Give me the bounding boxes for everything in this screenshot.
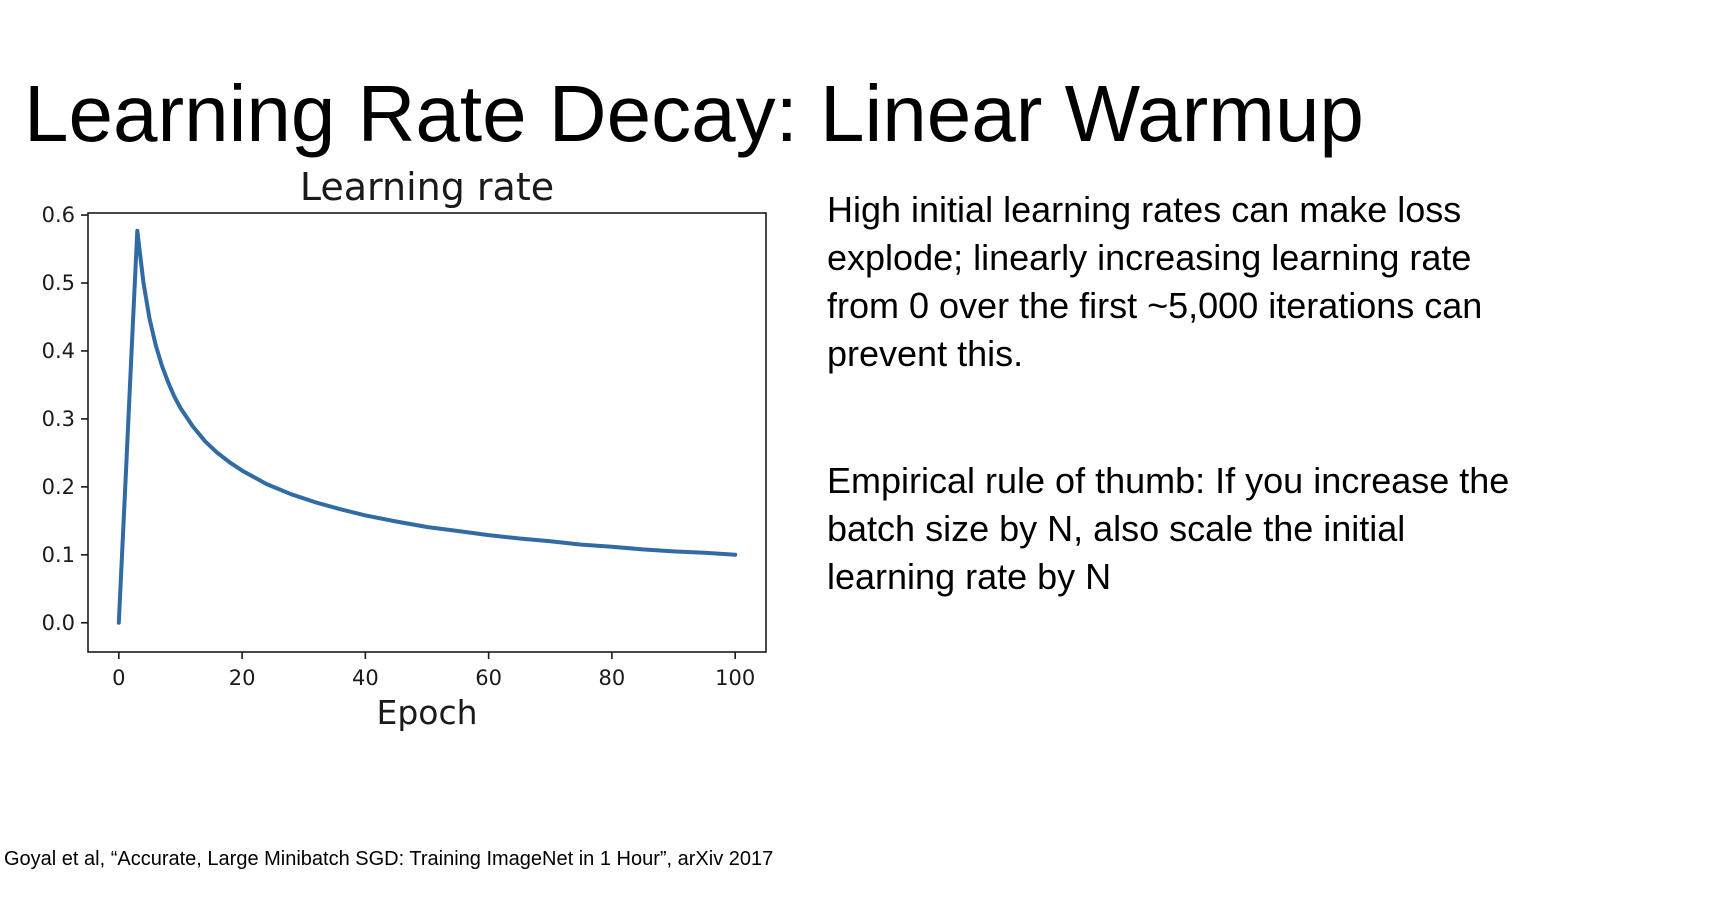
y-tick-label-4: 0.4 — [42, 339, 75, 363]
plot-frame — [87, 212, 767, 653]
page-title: Learning Rate Decay: Linear Warmup — [24, 68, 1364, 158]
x-tick-label-3: 60 — [475, 666, 502, 690]
y-tick-label-3: 0.3 — [42, 407, 75, 431]
x-tick-label-4: 80 — [599, 666, 626, 690]
learning-rate-chart: 0 20 40 60 80 100 0.0 0.1 0.2 0.3 0.4 0.5 0.6 Learnin… — [42, 165, 767, 732]
x-tick-label-1: 20 — [229, 666, 256, 690]
learning-rate-figure: 0 20 40 60 80 100 0.0 0.1 0.2 0.3 0.4 0.5 0.6 Learnin… — [35, 148, 775, 738]
y-tick-label-6: 0.6 — [42, 203, 75, 227]
x-tick-label-2: 40 — [352, 666, 379, 690]
y-tick-label-1: 0.1 — [42, 543, 75, 567]
body-text-column: High initial learning rates can make los… — [827, 186, 1627, 601]
x-tick-label-0: 0 — [112, 666, 125, 690]
body-paragraph-rule-of-thumb: Empirical rule of thumb: If you increase… — [827, 460, 1510, 597]
learning-rate-line — [116, 228, 738, 625]
y-tick-label-5: 0.5 — [42, 271, 75, 295]
y-tick-label-0: 0.0 — [42, 611, 75, 635]
chart-title: Learning rate — [300, 165, 554, 209]
y-tick-label-2: 0.2 — [42, 475, 75, 499]
x-tick-label-5: 100 — [715, 666, 755, 690]
body-paragraph-warmup: High initial learning rates can make los… — [827, 189, 1483, 374]
citation-text: Goyal et al, “Accurate, Large Minibatch … — [4, 848, 774, 870]
x-axis-label: Epoch — [376, 693, 477, 732]
